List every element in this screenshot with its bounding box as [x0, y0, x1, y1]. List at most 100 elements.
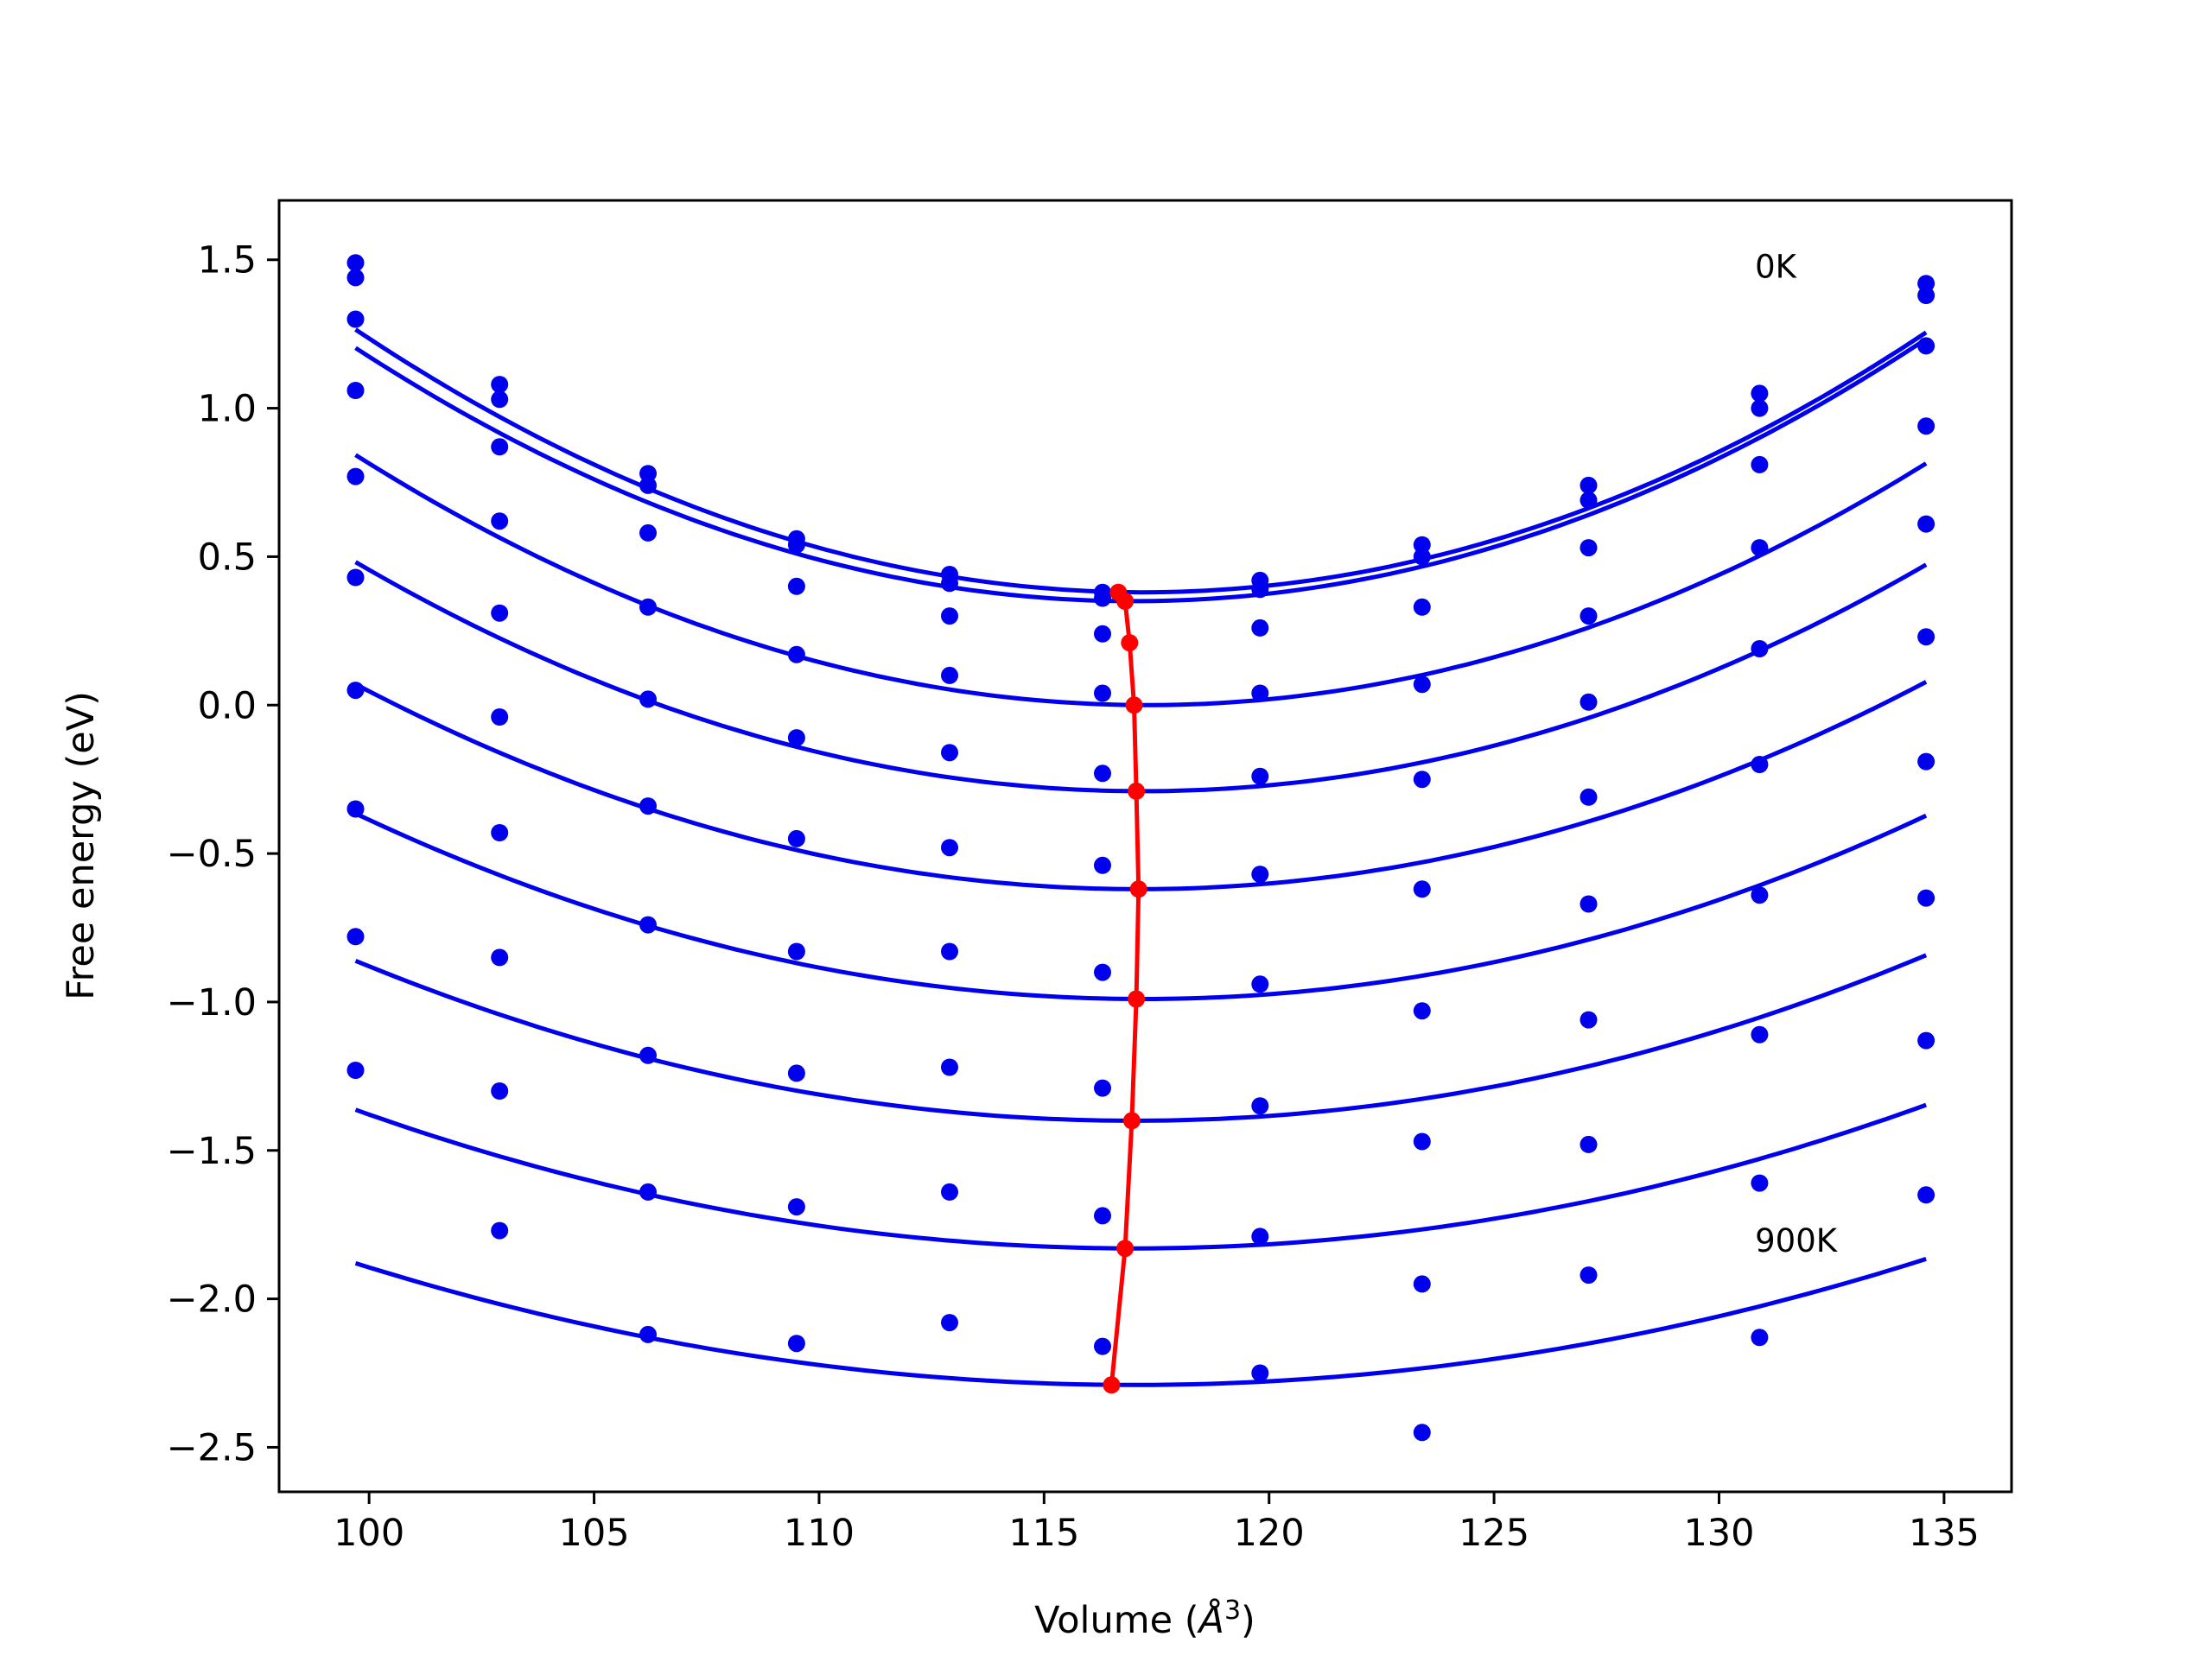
- minimum-point: [1116, 1240, 1135, 1258]
- data-point: [941, 1183, 958, 1201]
- data-point: [491, 438, 509, 456]
- data-point: [491, 512, 509, 530]
- data-point: [346, 382, 365, 399]
- data-point: [941, 574, 958, 593]
- minimum-path-line: [1109, 591, 1141, 1386]
- data-point: [1580, 476, 1598, 494]
- data-point: [1580, 607, 1598, 625]
- data-point: [346, 568, 365, 587]
- y-tick-label: −1.5: [167, 1130, 257, 1173]
- fit-curve-8: [354, 1102, 1927, 1251]
- data-point: [941, 666, 958, 684]
- data-point: [1094, 1207, 1111, 1225]
- data-point: [346, 310, 365, 328]
- y-tick-label: 0.0: [198, 684, 257, 727]
- data-point: [1580, 492, 1598, 510]
- data-point: [1751, 1329, 1769, 1347]
- data-point: [1413, 1424, 1431, 1442]
- data-point: [1094, 625, 1111, 643]
- minimum-point: [1122, 1112, 1141, 1130]
- x-tick-label: 135: [1909, 1512, 1980, 1555]
- data-point: [787, 577, 805, 595]
- data-point: [346, 682, 365, 700]
- data-point: [1580, 1266, 1598, 1285]
- data-point: [491, 604, 509, 622]
- data-point: [346, 1062, 365, 1079]
- data-point: [1917, 417, 1936, 435]
- data-point: [1413, 548, 1431, 566]
- data-point: [941, 607, 958, 625]
- x-axis-ticks: 100 105 110 115 120 125 130 135: [334, 1492, 1980, 1555]
- data-point: [1251, 975, 1269, 993]
- x-tick-label: 105: [559, 1512, 630, 1555]
- data-point: [1413, 1002, 1431, 1020]
- data-point: [1917, 1031, 1936, 1050]
- data-point: [787, 942, 805, 961]
- data-point: [639, 797, 657, 815]
- x-tick-label: 100: [334, 1512, 404, 1555]
- data-point: [1094, 589, 1111, 607]
- data-point: [1094, 764, 1111, 783]
- data-point: [1580, 693, 1598, 711]
- x-tick-label: 115: [1008, 1512, 1079, 1555]
- data-point: [1094, 1337, 1111, 1355]
- x-tick-label: 125: [1459, 1512, 1529, 1555]
- data-point: [941, 1314, 958, 1332]
- data-point: [1917, 628, 1936, 646]
- y-tick-label: 1.5: [198, 239, 257, 282]
- data-point: [639, 1046, 657, 1064]
- data-point: [941, 942, 958, 961]
- data-point: [639, 1183, 657, 1201]
- annotation-label: 900K: [1755, 1222, 1839, 1259]
- data-point: [1413, 598, 1431, 616]
- data-point: [346, 254, 365, 272]
- data-point: [639, 690, 657, 708]
- data-point: [1751, 886, 1769, 904]
- data-point: [1094, 1079, 1111, 1097]
- data-point: [1251, 1097, 1269, 1115]
- minimum-point: [1103, 1376, 1121, 1394]
- data-point: [1094, 856, 1111, 874]
- data-point: [787, 1064, 805, 1082]
- data-point: [1751, 384, 1769, 403]
- data-point: [491, 824, 509, 841]
- data-point: [346, 269, 365, 287]
- x-axis-label: Volume (Å3): [1034, 1595, 1255, 1642]
- data-point: [639, 598, 657, 616]
- data-point: [1751, 1174, 1769, 1192]
- data-point: [1413, 880, 1431, 898]
- data-point: [1094, 963, 1111, 981]
- x-tick-label: 130: [1683, 1512, 1754, 1555]
- y-tick-label: −2.5: [167, 1426, 257, 1469]
- annotations: 0K 900K: [1755, 249, 1839, 1259]
- y-axis-ticks: 1.5 1.0 0.5 0.0 −0.5 −1.0 −1.5 −2.0 −2.5: [167, 239, 279, 1469]
- data-point: [1917, 1186, 1936, 1204]
- data-point: [491, 390, 509, 409]
- data-point: [1413, 676, 1431, 694]
- data-point: [1917, 337, 1936, 355]
- data-point: [1251, 1364, 1269, 1382]
- data-point: [346, 800, 365, 818]
- data-point: [787, 1335, 805, 1353]
- data-point: [1413, 771, 1431, 789]
- data-point: [787, 729, 805, 747]
- data-point: [491, 948, 509, 967]
- data-point: [1251, 618, 1269, 637]
- x-tick-label: 120: [1234, 1512, 1305, 1555]
- data-point: [1413, 1275, 1431, 1293]
- minimum-point: [1121, 634, 1139, 652]
- data-point: [1751, 640, 1769, 657]
- data-point: [1751, 399, 1769, 417]
- x-tick-label: 110: [784, 1512, 855, 1555]
- data-point: [787, 645, 805, 663]
- y-tick-label: 0.5: [198, 536, 257, 579]
- plot-frame: [277, 199, 2013, 1494]
- annotation-label: 0K: [1755, 249, 1798, 286]
- data-point: [1580, 895, 1598, 913]
- data-points: [346, 254, 1936, 1442]
- data-point: [787, 1198, 805, 1216]
- data-point: [1917, 287, 1936, 304]
